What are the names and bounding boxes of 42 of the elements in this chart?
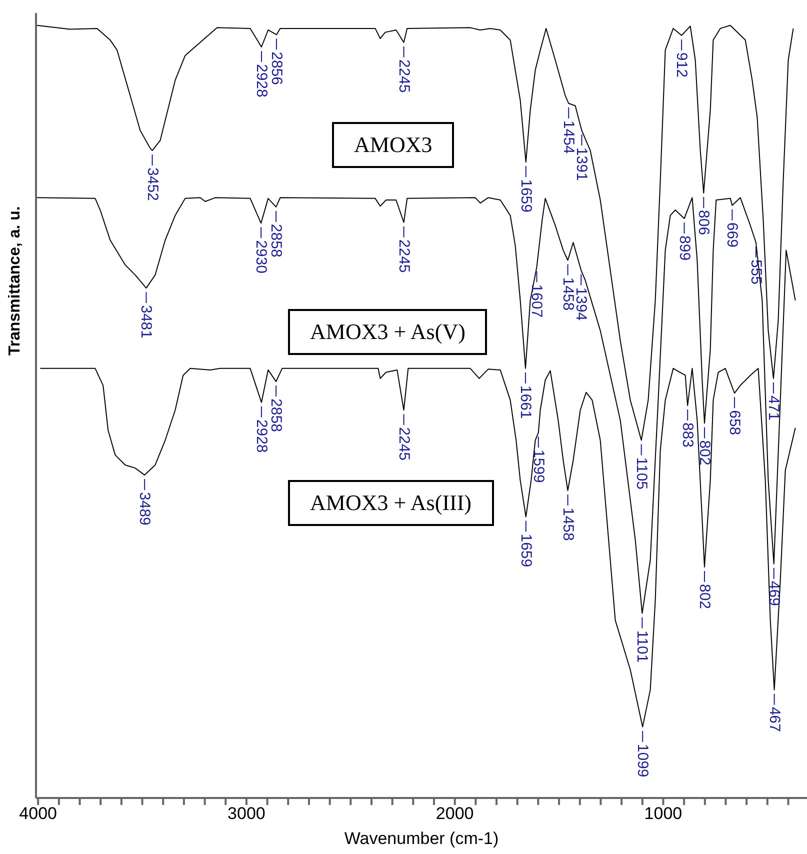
annotation: 2245 [395,427,412,461]
annotation: 467 [766,706,783,732]
annotation: 2858 [268,224,285,258]
annotation: 2928 [252,419,270,453]
annotation: 806 [695,210,712,236]
annotation: 912 [673,52,690,78]
x-tick-label: 4000 [19,804,57,824]
annotation: 3452 [144,168,161,201]
text: AMOX3 [332,122,454,168]
annotation: 469 [765,580,782,606]
annotation: 1661 [516,385,534,419]
annotation: 899 [676,236,693,261]
x-tick-label: 3000 [228,804,266,824]
annotation: 1599 [530,450,547,483]
text: AMOX3 + As(III) [288,480,494,526]
annotation: 658 [726,410,743,436]
x-tick-label: 2000 [436,804,474,824]
annotation: 2245 [395,239,412,273]
annotation: 883 [679,422,696,448]
annotation: 2930 [252,240,270,274]
x-tick-label: 1000 [644,804,682,824]
annotation: 1099 [634,744,652,778]
annotation: 2858 [268,398,285,432]
annotation: 555 [747,259,764,285]
x-axis-title: Wavenumber (cm-1) [344,829,499,848]
annotation: 2928 [252,64,270,98]
annotation: 1607 [528,284,546,318]
annotation: 1659 [517,534,534,568]
annotation: 1105 [632,457,650,490]
annotation: 1458 [559,507,576,541]
annotation: 802 [696,440,713,466]
annotation: 3489 [136,492,154,526]
annotation: 2245 [395,59,412,93]
annotation: 3481 [138,305,155,338]
y-axis-title: Transmittance, a. u. [6,206,24,356]
annotation: 1659 [517,179,534,212]
annotation: 669 [724,222,741,248]
annotation: 2856 [268,52,285,86]
annotation: 471 [764,395,782,420]
annotation: 802 [696,584,713,610]
annotation: 1101 [634,630,651,663]
text: AMOX3 + As(V) [288,309,488,355]
